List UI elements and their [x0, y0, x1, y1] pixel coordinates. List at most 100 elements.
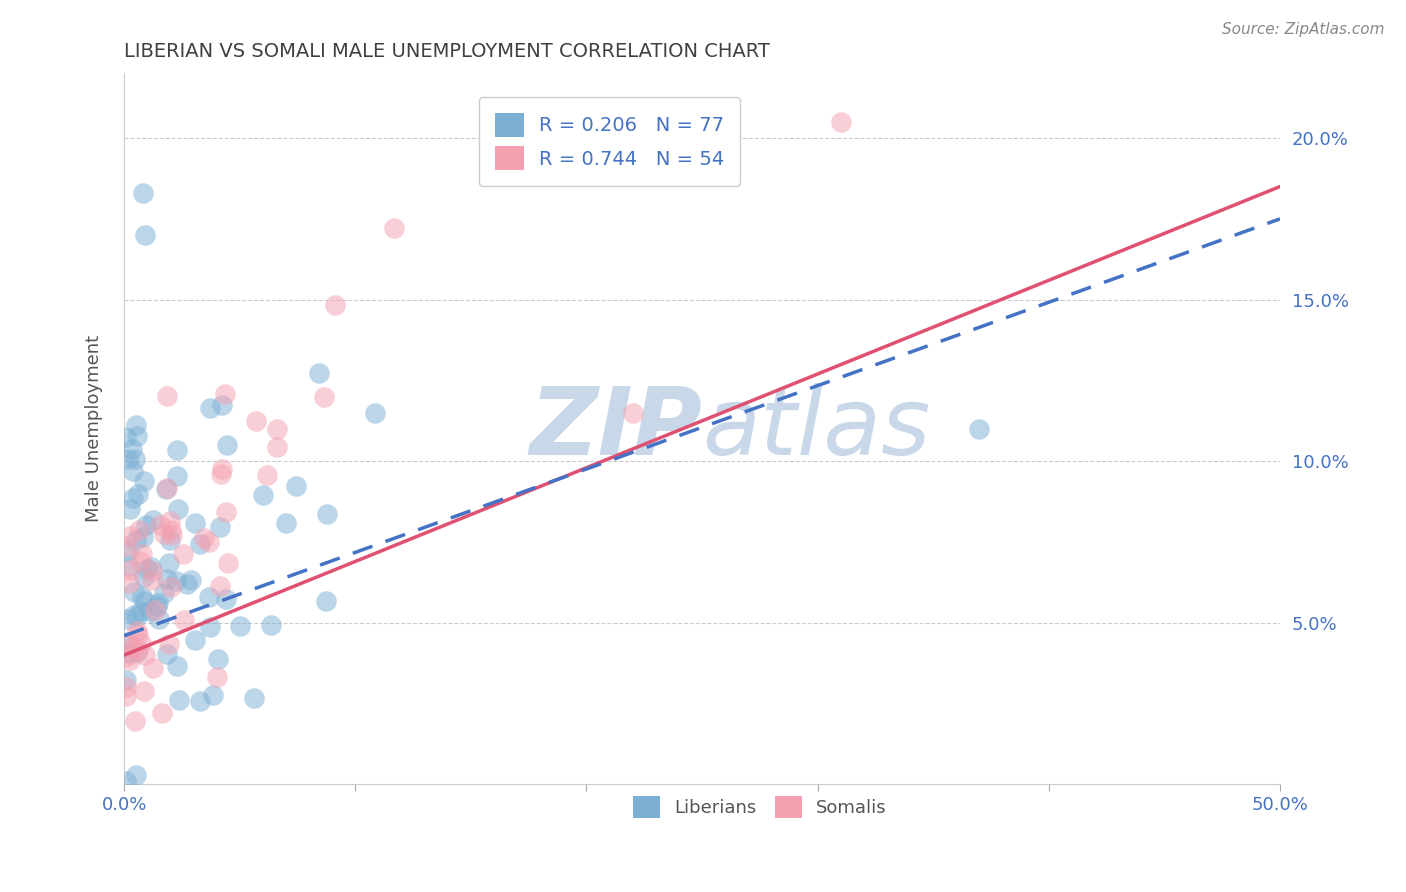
Point — [160, 580, 183, 594]
Point — [188, 694, 211, 708]
Point — [131, 186, 153, 200]
Legend: Liberians, Somalis: Liberians, Somalis — [626, 789, 894, 825]
Point — [215, 592, 238, 607]
Point — [159, 514, 181, 528]
Point — [131, 590, 153, 604]
Point — [115, 673, 138, 687]
Point — [132, 570, 155, 584]
Point — [208, 520, 231, 534]
Point — [198, 620, 221, 634]
Point — [166, 659, 188, 673]
Point — [202, 688, 225, 702]
Point — [162, 527, 184, 541]
Point — [134, 228, 156, 243]
Point — [157, 556, 180, 570]
Point — [118, 575, 141, 590]
Point — [121, 464, 143, 478]
Point — [315, 507, 337, 521]
Point — [118, 558, 141, 573]
Text: ZIP: ZIP — [529, 383, 702, 475]
Point — [141, 574, 163, 588]
Point — [207, 670, 229, 684]
Point — [115, 539, 138, 553]
Point — [118, 563, 141, 577]
Point — [138, 604, 160, 618]
Point — [135, 562, 157, 576]
Point — [115, 680, 138, 694]
Point — [118, 529, 141, 543]
Point — [276, 516, 298, 530]
Point — [229, 619, 252, 633]
Point — [198, 590, 221, 604]
Point — [143, 603, 166, 617]
Point — [135, 518, 157, 533]
Point — [323, 298, 346, 312]
Point — [115, 649, 138, 664]
Point — [131, 547, 153, 561]
Point — [124, 451, 146, 466]
Text: Source: ZipAtlas.com: Source: ZipAtlas.com — [1222, 22, 1385, 37]
Point — [125, 645, 148, 659]
Point — [830, 115, 852, 129]
Point — [156, 388, 179, 402]
Point — [149, 518, 172, 533]
Point — [969, 422, 991, 436]
Point — [166, 442, 188, 457]
Point — [122, 640, 145, 655]
Point — [127, 624, 149, 638]
Point — [165, 574, 187, 588]
Point — [167, 692, 190, 706]
Point — [115, 635, 138, 649]
Point — [207, 652, 229, 666]
Point — [315, 593, 337, 607]
Point — [308, 366, 330, 380]
Point — [117, 452, 139, 467]
Point — [209, 467, 232, 481]
Point — [115, 774, 138, 789]
Point — [152, 527, 174, 541]
Point — [172, 547, 194, 561]
Point — [128, 554, 150, 568]
Point — [621, 406, 644, 420]
Point — [245, 414, 267, 428]
Point — [117, 544, 139, 558]
Point — [122, 585, 145, 599]
Point — [184, 516, 207, 531]
Point — [363, 406, 385, 420]
Point — [125, 609, 148, 624]
Y-axis label: Male Unemployment: Male Unemployment — [86, 335, 103, 523]
Point — [134, 648, 156, 662]
Point — [159, 523, 181, 537]
Point — [157, 637, 180, 651]
Point — [115, 636, 138, 650]
Text: LIBERIAN VS SOMALI MALE UNEMPLOYMENT CORRELATION CHART: LIBERIAN VS SOMALI MALE UNEMPLOYMENT COR… — [124, 42, 770, 61]
Point — [156, 481, 179, 495]
Point — [243, 691, 266, 706]
Point — [142, 513, 165, 527]
Point — [125, 767, 148, 781]
Point — [125, 429, 148, 443]
Point — [128, 523, 150, 537]
Point — [118, 652, 141, 666]
Text: atlas: atlas — [702, 384, 931, 475]
Point — [312, 390, 335, 404]
Point — [176, 577, 198, 591]
Point — [173, 613, 195, 627]
Point — [141, 564, 163, 578]
Point — [127, 487, 149, 501]
Point — [166, 469, 188, 483]
Point — [121, 442, 143, 456]
Point — [285, 479, 308, 493]
Point — [215, 505, 238, 519]
Point — [115, 612, 138, 626]
Point — [132, 530, 155, 544]
Point — [217, 438, 239, 452]
Point — [214, 386, 236, 401]
Point — [198, 534, 221, 549]
Point — [382, 220, 405, 235]
Point — [142, 661, 165, 675]
Point — [252, 488, 274, 502]
Point — [211, 462, 233, 476]
Point — [217, 556, 239, 570]
Point — [115, 689, 138, 703]
